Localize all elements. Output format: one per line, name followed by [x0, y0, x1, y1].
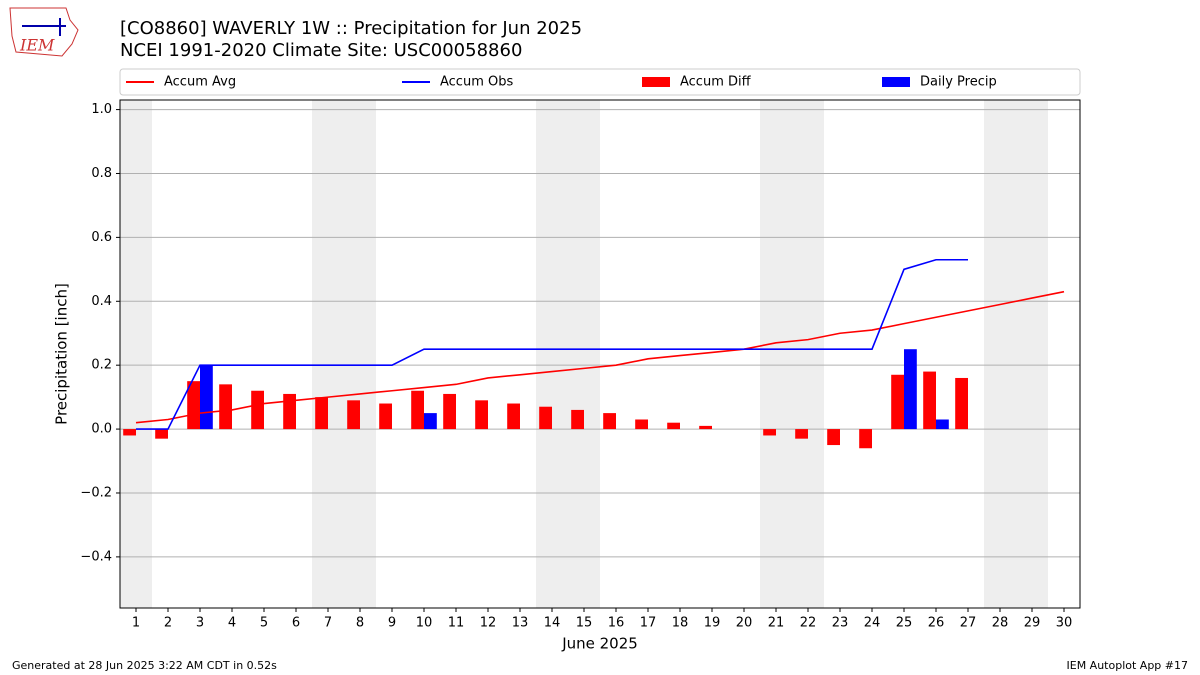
bar — [507, 403, 520, 430]
bar — [347, 400, 360, 430]
x-tick-label: 2 — [164, 616, 172, 631]
x-tick-label: 24 — [864, 616, 881, 631]
legend-swatch — [882, 77, 910, 87]
footer-left: Generated at 28 Jun 2025 3:22 AM CDT in … — [12, 659, 277, 672]
y-tick-label: 0.6 — [91, 230, 112, 245]
legend-label: Daily Precip — [920, 75, 997, 90]
shaded-band — [536, 100, 600, 608]
bar — [443, 393, 456, 430]
x-tick-label: 11 — [448, 616, 465, 631]
y-tick-label: −0.2 — [80, 485, 112, 500]
bar — [539, 406, 552, 430]
bar — [923, 371, 936, 430]
y-tick-label: 0.2 — [91, 358, 112, 373]
logo: IEM — [9, 7, 79, 57]
legend-box — [119, 68, 1081, 96]
bar — [155, 429, 168, 439]
shaded-band — [120, 100, 152, 608]
bar — [795, 429, 808, 439]
legend-label: Accum Avg — [164, 75, 236, 90]
x-tick-label: 23 — [832, 616, 849, 631]
bar — [411, 390, 424, 430]
x-tick-label: 27 — [960, 616, 977, 631]
x-tick-label: 17 — [640, 616, 657, 631]
legend-label: Accum Obs — [440, 75, 513, 90]
plot-frame — [119, 99, 1081, 609]
bar — [315, 397, 328, 430]
shaded-band — [312, 100, 376, 608]
x-tick-label: 12 — [480, 616, 497, 631]
shaded-band — [760, 100, 824, 608]
x-tick-label: 21 — [768, 616, 785, 631]
chart-title: [CO8860] WAVERLY 1W :: Precipitation for… — [120, 18, 582, 39]
line — [135, 290, 1065, 424]
x-tick-label: 14 — [544, 616, 561, 631]
bar — [379, 403, 392, 430]
x-axis-label: June 2025 — [561, 635, 638, 653]
bar — [827, 429, 840, 446]
x-tick-label: 5 — [260, 616, 268, 631]
y-axis-label: Precipitation [inch] — [53, 283, 71, 425]
bar — [219, 384, 232, 430]
x-tick-label: 29 — [1024, 616, 1041, 631]
y-tick-label: −0.4 — [80, 549, 112, 564]
y-tick-label: 0.4 — [91, 294, 112, 309]
x-tick-label: 9 — [388, 616, 396, 631]
bar — [635, 419, 648, 430]
bar — [251, 390, 264, 430]
x-tick-label: 16 — [608, 616, 625, 631]
x-tick-label: 1 — [132, 616, 140, 631]
x-tick-label: 18 — [672, 616, 689, 631]
bar — [123, 429, 136, 436]
x-tick-label: 28 — [992, 616, 1009, 631]
x-tick-label: 4 — [228, 616, 236, 631]
bar — [603, 413, 616, 430]
x-tick-label: 20 — [736, 616, 753, 631]
x-tick-label: 6 — [292, 616, 300, 631]
y-tick-label: 1.0 — [91, 102, 112, 117]
bar — [475, 400, 488, 430]
x-tick-label: 7 — [324, 616, 332, 631]
footer-right: IEM Autoplot App #17 — [1067, 659, 1189, 672]
bar — [859, 429, 872, 449]
bar — [283, 393, 296, 430]
bar — [763, 429, 776, 436]
bar — [571, 409, 584, 430]
x-tick-label: 19 — [704, 616, 721, 631]
bar — [667, 422, 680, 430]
x-tick-label: 15 — [576, 616, 593, 631]
chart-subtitle: NCEI 1991-2020 Climate Site: USC00058860 — [120, 40, 522, 61]
x-tick-label: 22 — [800, 616, 817, 631]
bar — [424, 413, 437, 430]
x-tick-label: 13 — [512, 616, 529, 631]
x-tick-label: 10 — [416, 616, 433, 631]
bar — [904, 349, 917, 430]
y-tick-label: 0.0 — [91, 422, 112, 437]
bar — [187, 381, 200, 430]
logo-text: IEM — [19, 36, 55, 55]
x-tick-label: 26 — [928, 616, 945, 631]
shaded-band — [984, 100, 1048, 608]
bar — [200, 365, 213, 430]
bar — [955, 377, 968, 430]
bar — [699, 425, 712, 430]
x-tick-label: 8 — [356, 616, 364, 631]
x-tick-label: 30 — [1056, 616, 1073, 631]
x-tick-label: 25 — [896, 616, 913, 631]
y-tick-label: 0.8 — [91, 166, 112, 181]
line — [136, 258, 968, 430]
legend-label: Accum Diff — [680, 75, 752, 90]
x-tick-label: 3 — [196, 616, 204, 631]
bar — [936, 419, 949, 430]
legend-swatch — [642, 77, 670, 87]
bar — [891, 374, 904, 430]
